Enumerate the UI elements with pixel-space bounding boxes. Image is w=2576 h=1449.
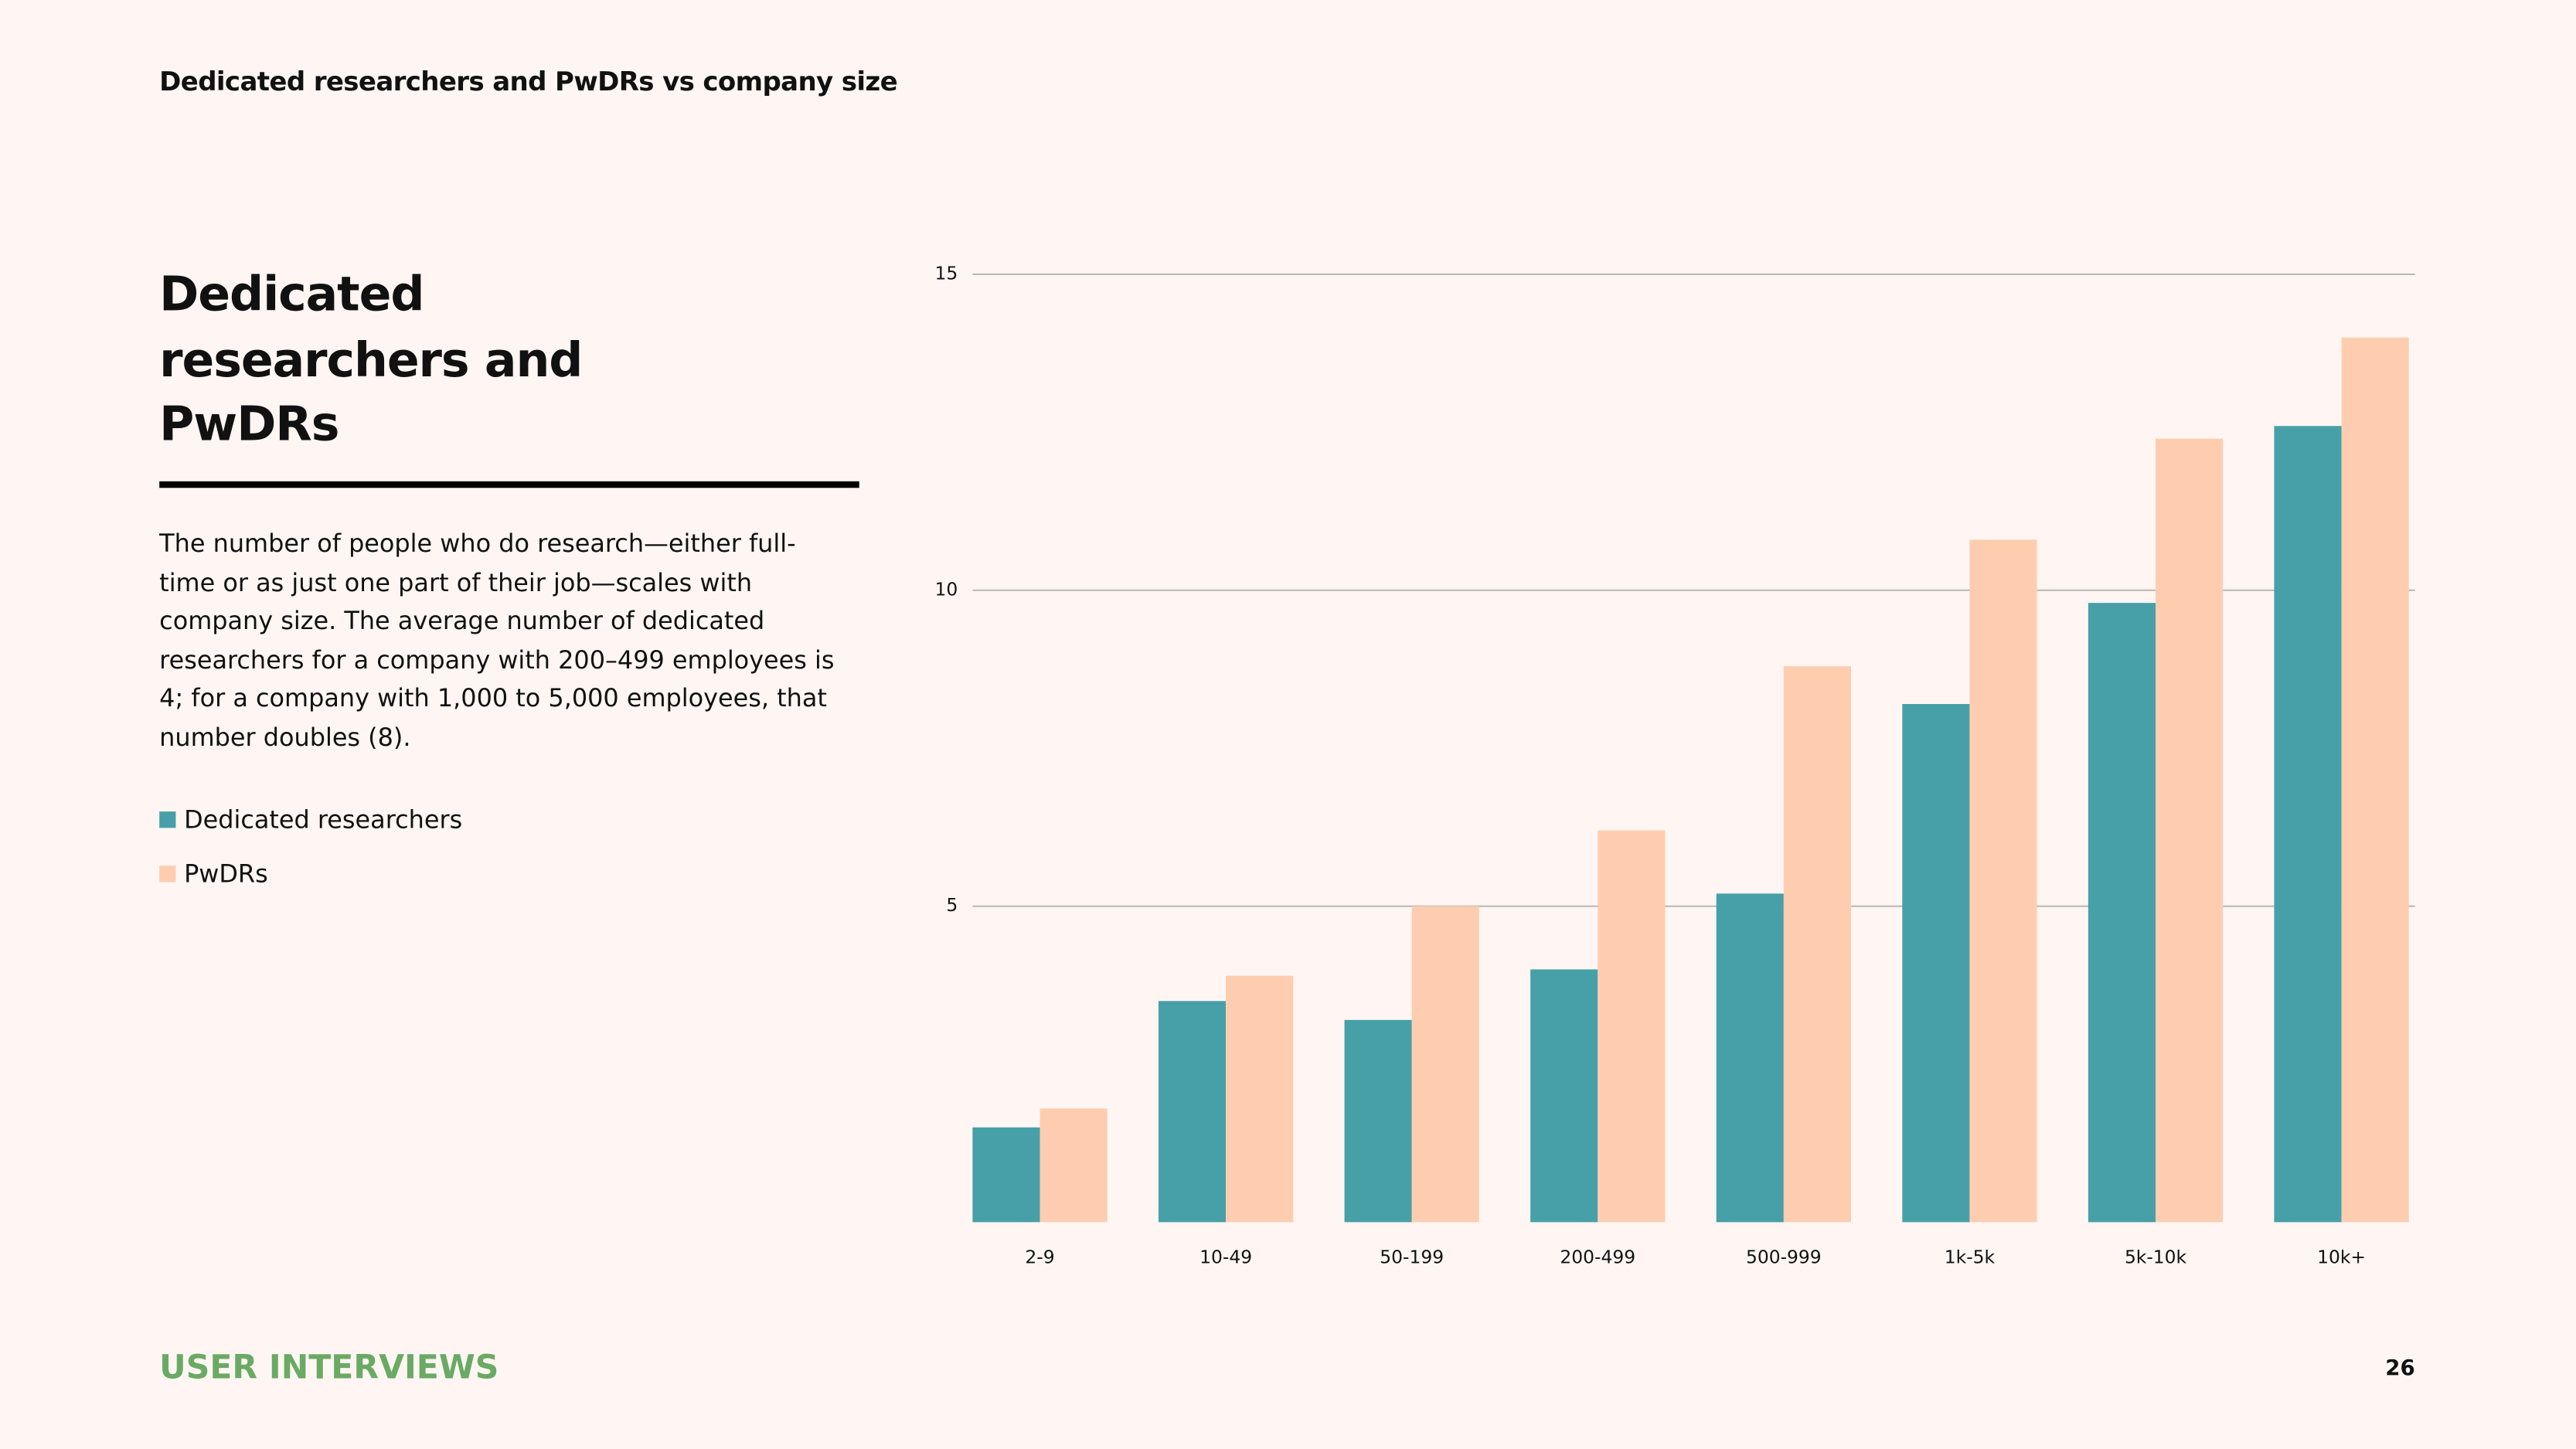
bar: [1344, 1019, 1412, 1223]
bar: [1598, 830, 1666, 1223]
x-tick-label: 2-9: [1025, 1247, 1054, 1268]
x-tick-label: 10-49: [1200, 1247, 1252, 1268]
y-tick-label: 5: [946, 894, 958, 916]
bar: [972, 1127, 1040, 1223]
bar: [2274, 426, 2342, 1223]
bar: [1158, 1001, 1227, 1223]
y-tick-label: 10: [934, 578, 958, 600]
legend-swatch: [159, 811, 176, 828]
bar: [1411, 906, 1479, 1223]
page-title: Dedicated researchers and PwDRs vs compa…: [159, 66, 898, 97]
bar: [1969, 539, 2037, 1223]
brand: USER INTERVIEWS: [159, 1347, 499, 1387]
legend-swatch: [159, 866, 176, 883]
page-number: 26: [2385, 1356, 2415, 1382]
heading: Dedicated researchers and PwDRs: [159, 266, 583, 452]
x-tick-label: 500-999: [1746, 1247, 1822, 1268]
legend-label: PwDRs: [184, 859, 268, 889]
bar: [1530, 969, 1598, 1223]
x-tick-label: 1k-5k: [1945, 1247, 1996, 1268]
legend-label: Dedicated researchers: [184, 804, 463, 835]
x-tick-label: 200-499: [1560, 1247, 1635, 1268]
bar: [1783, 665, 1851, 1223]
bar: [2088, 603, 2156, 1223]
divider: [159, 481, 859, 488]
x-tick-label: 10k+: [2317, 1247, 2366, 1268]
legend-item: Dedicated researchers: [159, 805, 462, 835]
bar: [1716, 893, 1784, 1223]
bar: [1902, 703, 1970, 1223]
x-tick-label: 50-199: [1380, 1247, 1444, 1268]
x-tick-label: 5k-10k: [2125, 1247, 2187, 1268]
y-tick-label: 15: [934, 262, 958, 284]
legend-item: PwDRs: [159, 859, 268, 889]
bar: [1226, 975, 1294, 1223]
bar: [2341, 337, 2409, 1223]
bar: [1040, 1108, 1108, 1223]
bar: [2156, 438, 2224, 1223]
paragraph: The number of people who do research—eit…: [159, 529, 835, 753]
